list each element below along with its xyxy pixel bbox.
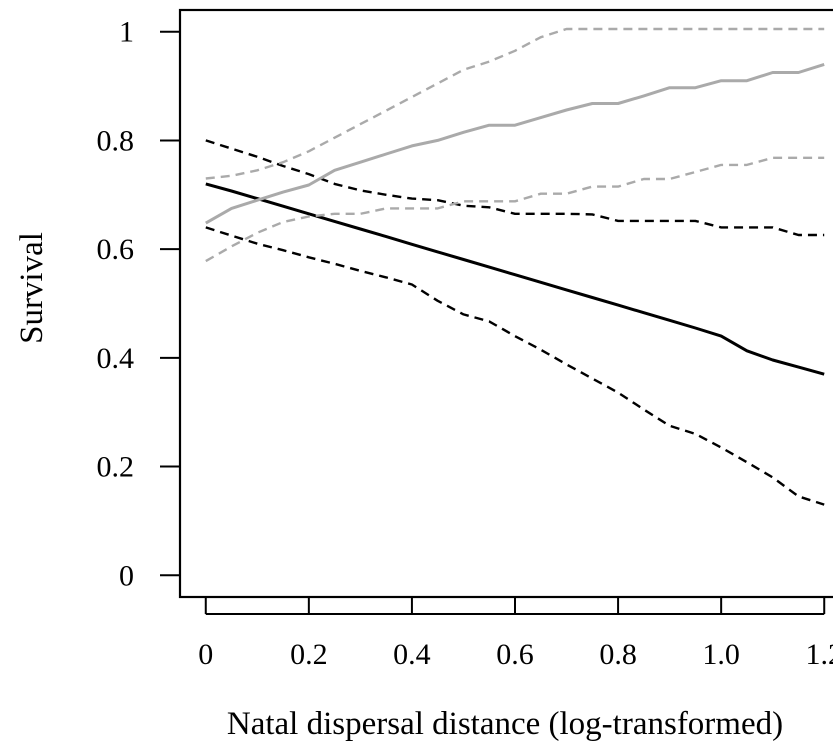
x-axis: 0 0.2 0.4 0.6 0.8 1.0 1.2 <box>198 597 833 671</box>
x-axis-title: Natal dispersal distance (log-transforme… <box>227 706 783 742</box>
x-tick-label: 0.6 <box>496 638 534 671</box>
x-tick-label: 0.8 <box>599 638 637 671</box>
y-tick-label: 1 <box>119 16 134 49</box>
series-line-2 <box>205 139 825 237</box>
series-line-5 <box>205 27 825 180</box>
x-tick-label: 1.2 <box>805 638 833 671</box>
y-tick-label: 0.2 <box>97 451 135 484</box>
series-line-6 <box>205 156 825 263</box>
y-axis-title: Survival <box>14 232 50 344</box>
x-tick-label: 0.2 <box>290 638 328 671</box>
series-line-1 <box>205 182 825 376</box>
y-tick-label: 0.4 <box>97 342 135 375</box>
series-line-4 <box>205 62 825 225</box>
y-tick-label: 0.6 <box>97 233 135 266</box>
y-tick-label: 0 <box>119 559 134 592</box>
y-tick-label: 0.8 <box>97 124 135 157</box>
plot-frame <box>178 8 833 599</box>
x-tick-label: 0 <box>198 638 213 671</box>
x-tick-label: 0.4 <box>393 638 431 671</box>
x-tick-label: 1.0 <box>702 638 740 671</box>
series-line-3 <box>205 226 825 506</box>
y-axis: 0 0.2 0.4 0.6 0.8 1 <box>97 16 180 592</box>
series-layer <box>205 27 825 506</box>
